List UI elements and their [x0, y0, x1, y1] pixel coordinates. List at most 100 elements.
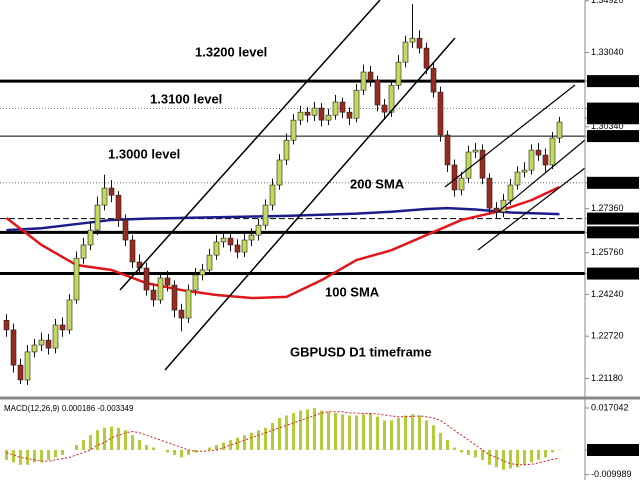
histogram-bar: [551, 450, 554, 453]
histogram-bar: [509, 450, 512, 469]
indicator-name: MACD(12,26,9): [4, 404, 60, 413]
histogram-bar: [152, 447, 155, 451]
histogram-bar: [138, 440, 141, 451]
candle-body: [10, 329, 17, 366]
y-tick-label: 1.26500: [591, 227, 624, 237]
y-tick-label: 1.30649: [591, 113, 624, 123]
histogram-bar: [145, 445, 148, 451]
histogram-bar: [439, 432, 442, 451]
histogram-bar: [348, 415, 351, 451]
histogram-bar: [257, 430, 260, 451]
histogram-bar: [376, 416, 379, 451]
histogram-bar: [26, 450, 29, 465]
indicator-label: MACD(12,26,9) 0.000186 -0.003349: [4, 404, 134, 413]
candle-body: [178, 309, 185, 319]
candle-body: [276, 159, 283, 186]
candle-body: [346, 111, 353, 119]
candle-body: [3, 319, 10, 331]
candle-body: [101, 187, 108, 206]
candle-body: [206, 254, 213, 271]
histogram-bar: [236, 437, 239, 451]
histogram-bar: [40, 450, 43, 463]
candle-body: [38, 339, 45, 346]
candle-body: [514, 171, 521, 186]
tick-box: [587, 226, 639, 239]
candle-body: [80, 244, 87, 259]
candle-body: [318, 107, 325, 121]
histogram-bar: [474, 450, 477, 458]
histogram-bar: [117, 427, 120, 451]
histogram-bar: [110, 426, 113, 451]
candle-body: [255, 224, 262, 236]
candle-body: [227, 237, 234, 246]
y-tick-label: 1.25760: [591, 247, 624, 257]
y-tick-label: 1.34920: [591, 0, 624, 5]
tick-box: [587, 75, 639, 88]
histogram-bar: [446, 440, 449, 451]
candle-body: [521, 169, 528, 173]
y-tick-label: 1.31000: [591, 103, 624, 113]
candle-body: [248, 234, 255, 241]
y-tick-label: 1.33040: [591, 47, 624, 57]
candle-body: [157, 277, 164, 301]
histogram-bar: [460, 450, 463, 453]
candle-body: [143, 267, 150, 291]
y-tick-label: 0.00: [591, 444, 609, 454]
candle-body: [297, 111, 304, 121]
tick-box: [587, 212, 639, 225]
candle-body: [556, 121, 563, 139]
candle-body: [311, 107, 318, 116]
histogram-bar: [320, 410, 323, 451]
y-tick-label: 1.24240: [591, 289, 624, 299]
candle-body: [458, 177, 465, 191]
histogram-bar: [355, 415, 358, 451]
sma-line: [6, 206, 560, 232]
histogram-bar: [208, 447, 211, 451]
histogram-bar: [397, 417, 400, 451]
candle-body: [416, 37, 423, 49]
tick-box: [587, 444, 639, 457]
candle-body: [493, 207, 500, 213]
histogram-bar: [194, 450, 197, 453]
histogram-bar: [425, 420, 428, 451]
candle-body: [241, 239, 248, 253]
candle-body: [73, 257, 80, 301]
histogram-bar: [418, 415, 421, 451]
candle-body: [199, 269, 206, 276]
y-tick-label: 1.22720: [591, 331, 624, 341]
histogram-bar: [82, 440, 85, 451]
histogram-bar: [250, 432, 253, 451]
histogram-bar: [124, 430, 127, 451]
candle-body: [549, 137, 556, 166]
histogram-bar: [453, 447, 456, 451]
candle-body: [262, 204, 269, 226]
indicator-value: 0.000186: [62, 404, 96, 413]
candle-body: [290, 119, 297, 141]
candle-body: [213, 241, 220, 256]
candle-body: [353, 89, 360, 119]
tick-box: [587, 267, 639, 280]
histogram-bar: [47, 450, 50, 460]
histogram-bar: [523, 450, 526, 465]
tick-box: [587, 102, 639, 115]
candle-body: [409, 37, 416, 43]
histogram-bar: [103, 427, 106, 451]
candle-body: [465, 151, 472, 179]
trend-line: [497, 139, 586, 213]
histogram-bar: [544, 450, 547, 458]
candle-body: [444, 134, 451, 166]
tick-box: [587, 130, 639, 143]
histogram-bar: [271, 422, 274, 451]
candle-body: [437, 91, 444, 136]
trend-line: [164, 37, 456, 371]
histogram-bar: [187, 450, 190, 455]
histogram-bar: [173, 450, 176, 455]
histogram-bar: [362, 414, 365, 451]
trend-line: [119, 0, 381, 291]
histogram-bar: [229, 440, 232, 451]
histogram-bar: [5, 450, 8, 460]
series-label: 200 SMA: [350, 176, 405, 191]
signal-line: [6, 411, 560, 466]
candle-body: [479, 149, 486, 179]
candle-body: [129, 239, 136, 263]
